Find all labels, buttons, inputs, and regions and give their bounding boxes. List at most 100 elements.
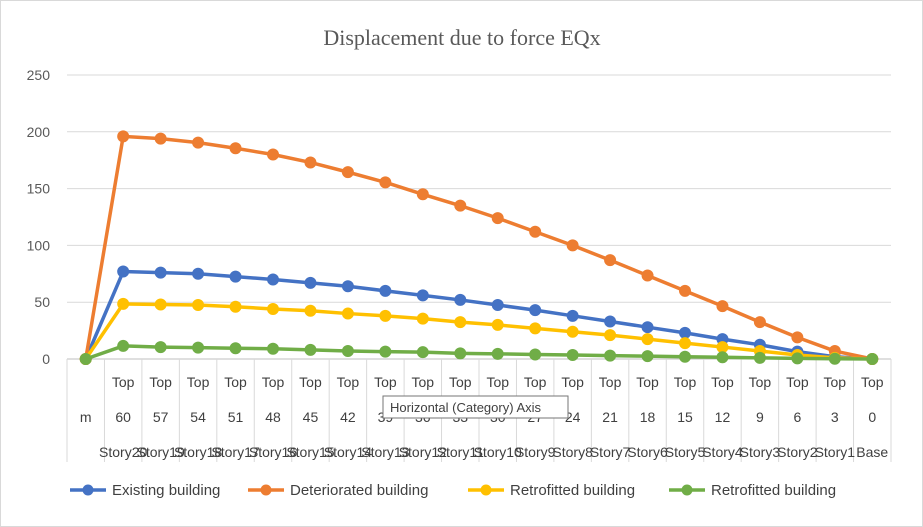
x-category-label-level3: Story14 [324, 444, 372, 460]
x-category-label-level2: 54 [190, 409, 206, 425]
series-lines [79, 130, 879, 365]
x-category-label-level1: Top [711, 374, 734, 390]
data-point [154, 266, 167, 279]
x-category-label-level3: Story2 [777, 444, 818, 460]
x-category-label-level3: Story7 [590, 444, 631, 460]
series-line [83, 269, 875, 361]
legend-swatch-marker [480, 484, 492, 496]
x-category-label-level3: Story19 [137, 444, 185, 460]
x-category-label-level2: 9 [756, 409, 764, 425]
series-2 [79, 130, 879, 365]
x-category-label-level1: Top [187, 374, 210, 390]
x-category-label-level3: Story18 [174, 444, 222, 460]
x-category-label-level2: 21 [602, 409, 618, 425]
x-category-label-level2: 45 [303, 409, 319, 425]
data-point [229, 300, 242, 313]
y-tick-label: 250 [27, 67, 51, 83]
data-point [641, 350, 654, 363]
y-tick-label: 200 [27, 124, 51, 140]
x-category-label-level3: Story1 [815, 444, 856, 460]
x-category-label-level2: 51 [228, 409, 244, 425]
data-point [416, 188, 429, 201]
data-point [753, 351, 766, 364]
series-line [83, 344, 875, 361]
x-category-label-level3: Base [856, 444, 888, 460]
data-point [192, 341, 205, 354]
data-point [566, 239, 579, 252]
data-point [716, 351, 729, 364]
x-category-label-level1: Top [636, 374, 659, 390]
x-category-label-level2: 60 [115, 409, 131, 425]
gridlines [67, 74, 891, 303]
x-category-label-level1: Top [112, 374, 135, 390]
data-point [192, 299, 205, 312]
y-tick-label: 150 [27, 181, 51, 197]
legend-swatch-marker [260, 484, 272, 496]
x-category-label-level1: Top [262, 374, 285, 390]
legend-item: Existing building [70, 482, 220, 499]
data-point [491, 212, 504, 225]
data-point [229, 270, 242, 283]
x-category-label-level3: Story4 [702, 444, 743, 460]
x-category-label-level1: Top [824, 374, 847, 390]
x-category-label-level2: 12 [715, 409, 731, 425]
x-category-label-level1: Top [599, 374, 622, 390]
data-point [117, 265, 130, 278]
x-category-label-level1: Top [524, 374, 547, 390]
data-point [753, 316, 766, 329]
x-category-label-level1: Top [412, 374, 435, 390]
legend-label: Retrofitted building [510, 482, 635, 499]
data-point [679, 326, 691, 339]
legend-item: Retrofitted building [669, 482, 836, 499]
data-point [267, 342, 279, 355]
data-point [416, 289, 429, 302]
data-point [491, 299, 504, 312]
data-point [304, 343, 317, 356]
data-point [304, 276, 317, 289]
x-category-label-level1: Top [861, 374, 884, 390]
data-point [416, 312, 429, 325]
x-category-label-level1: Top [674, 374, 697, 390]
data-point [529, 322, 542, 335]
data-point [154, 298, 167, 311]
x-category-label-level2: 6 [793, 409, 801, 425]
data-point [491, 318, 504, 331]
data-point [716, 341, 729, 354]
x-category-label-level2: 3 [831, 409, 839, 425]
legend: Existing building Deteriorated building Re… [70, 482, 836, 499]
series-4 [79, 339, 879, 365]
data-point [117, 297, 130, 310]
data-point [566, 349, 579, 362]
x-category-label-level1: Top [561, 374, 584, 390]
legend-label: Existing building [112, 482, 220, 499]
legend-label: Retrofitted building [711, 482, 836, 499]
data-point [304, 156, 317, 169]
x-category-label-level2: 57 [153, 409, 169, 425]
x-category-label-level1: Top [224, 374, 247, 390]
data-point [529, 348, 542, 361]
x-category-label-level3: Story17 [211, 444, 259, 460]
x-category-label-level3: Story8 [552, 444, 593, 460]
data-point [154, 132, 167, 145]
x-category-label-level2: 18 [640, 409, 656, 425]
data-point [379, 284, 392, 297]
legend-swatch-marker [681, 484, 693, 496]
data-point [454, 293, 467, 306]
series-line [83, 134, 875, 361]
legend-label: Deteriorated building [290, 482, 428, 499]
x-category-label-level1: Top [786, 374, 809, 390]
data-point [529, 225, 542, 238]
data-point [379, 309, 392, 322]
x-category-label-level3: Story11 [437, 444, 484, 460]
x-category-label-level1: Top [337, 374, 360, 390]
data-point [791, 352, 804, 365]
data-point [229, 342, 242, 355]
x-category-label-level3: Story15 [286, 444, 334, 460]
data-point [604, 254, 617, 267]
x-category-label-level3: Story10 [474, 444, 522, 460]
x-category-label-level3: Story3 [740, 444, 781, 460]
x-category-label-level1: Top [486, 374, 509, 390]
tooltip: Horizontal (Category) Axis [382, 395, 569, 419]
x-category-label-level3: Story6 [627, 444, 668, 460]
